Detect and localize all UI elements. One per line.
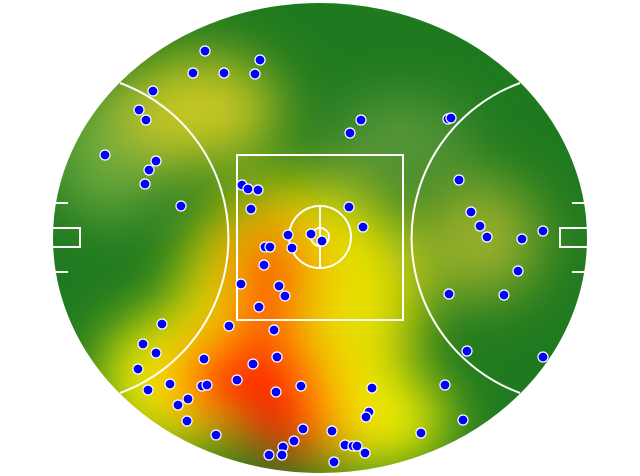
point xyxy=(439,379,451,391)
point xyxy=(445,112,457,124)
point xyxy=(198,353,210,365)
point xyxy=(164,378,176,390)
point xyxy=(288,435,300,447)
point xyxy=(172,399,184,411)
point xyxy=(264,241,276,253)
point xyxy=(258,259,270,271)
point xyxy=(516,233,528,245)
point xyxy=(254,54,266,66)
point xyxy=(465,206,477,218)
point xyxy=(297,423,309,435)
point xyxy=(268,324,280,336)
point xyxy=(143,164,155,176)
point xyxy=(461,345,473,357)
point xyxy=(150,155,162,167)
point xyxy=(357,221,369,233)
point xyxy=(360,411,372,423)
point xyxy=(252,184,264,196)
point xyxy=(231,374,243,386)
point xyxy=(139,178,151,190)
point xyxy=(279,290,291,302)
point xyxy=(247,358,259,370)
point xyxy=(415,427,427,439)
point xyxy=(245,203,257,215)
point xyxy=(218,67,230,79)
point xyxy=(351,440,363,452)
point xyxy=(453,174,465,186)
point xyxy=(199,45,211,57)
point xyxy=(316,235,328,247)
point xyxy=(150,347,162,359)
point xyxy=(210,429,222,441)
point xyxy=(147,85,159,97)
point xyxy=(512,265,524,277)
point xyxy=(182,393,194,405)
point xyxy=(474,220,486,232)
point xyxy=(137,338,149,350)
point xyxy=(443,288,455,300)
point xyxy=(223,320,235,332)
point xyxy=(537,351,549,363)
point xyxy=(355,114,367,126)
point xyxy=(343,201,355,213)
point xyxy=(263,449,275,461)
point xyxy=(286,242,298,254)
point xyxy=(253,301,265,313)
point xyxy=(481,231,493,243)
point xyxy=(359,447,371,459)
point xyxy=(175,200,187,212)
point xyxy=(344,127,356,139)
point xyxy=(201,379,213,391)
point xyxy=(132,363,144,375)
point xyxy=(273,280,285,292)
point xyxy=(242,183,254,195)
point xyxy=(457,414,469,426)
point xyxy=(271,351,283,363)
point xyxy=(181,415,193,427)
point xyxy=(133,104,145,116)
point xyxy=(270,386,282,398)
point xyxy=(366,382,378,394)
point xyxy=(187,67,199,79)
point xyxy=(140,114,152,126)
point xyxy=(295,380,307,392)
point xyxy=(99,149,111,161)
point xyxy=(537,225,549,237)
point xyxy=(235,278,247,290)
point xyxy=(249,68,261,80)
point xyxy=(282,229,294,241)
point xyxy=(498,289,510,301)
point xyxy=(142,384,154,396)
point xyxy=(276,449,288,461)
point xyxy=(156,318,168,330)
point xyxy=(326,425,338,437)
point xyxy=(328,456,340,468)
field-lines xyxy=(51,1,589,475)
point xyxy=(305,228,317,240)
